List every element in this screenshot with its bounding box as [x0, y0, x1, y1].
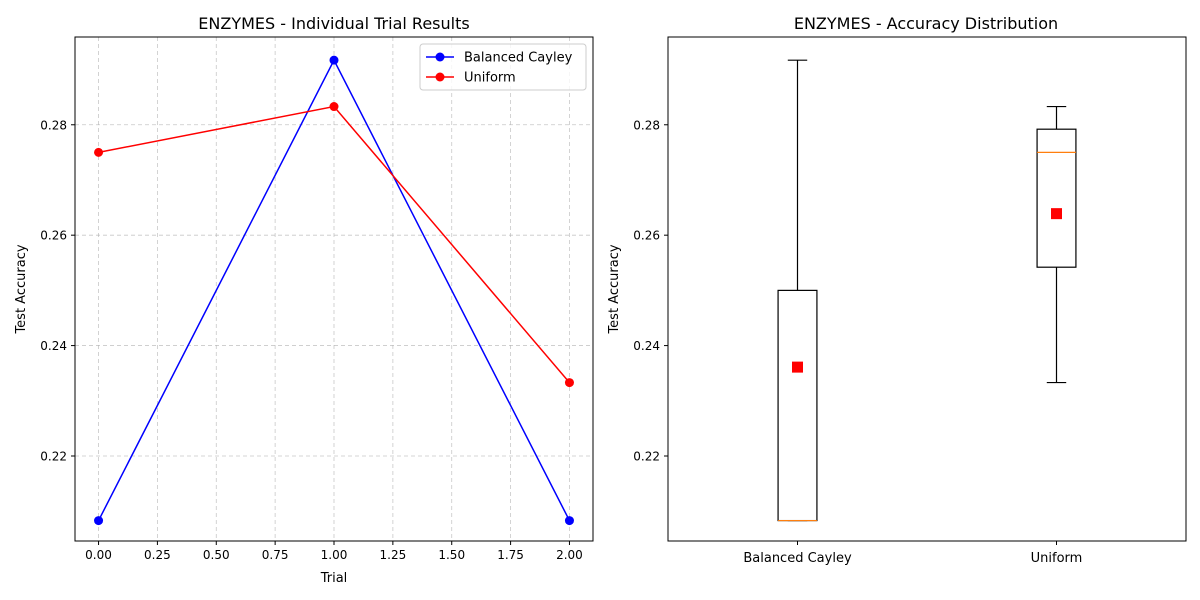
box-chart-y-ticks: 0.22 0.24 0.26 0.28	[633, 118, 668, 463]
data-point-uniform	[94, 147, 104, 157]
line-chart: ENZYMES - Individual Trial Results 0.00 0…	[14, 14, 594, 586]
box-chart-y-axis-label: Test Accuracy	[607, 244, 622, 334]
box-chart-y-tick-label: 0.24	[633, 339, 660, 353]
line-chart-x-ticks: 0.00 0.25 0.50 0.75 1.00 1.25 1.50 1.75 2.00	[85, 541, 583, 562]
data-point-balanced-cayley	[94, 516, 104, 526]
data-point-balanced-cayley	[564, 516, 574, 526]
line-chart-y-tick-label: 0.22	[40, 449, 67, 463]
box-chart-y-tick-label: 0.28	[633, 118, 660, 132]
line-chart-series	[94, 55, 574, 526]
legend-frame	[419, 43, 587, 91]
legend-label-uniform: Uniform	[464, 71, 516, 86]
box-chart-boxes	[777, 59, 1077, 522]
box-chart-x-tick-label-uniform: Uniform	[1031, 551, 1083, 566]
line-chart-x-axis-label: Trial	[320, 571, 348, 586]
line-chart-x-tick-label: 0.25	[144, 548, 171, 562]
line-chart-x-tick-label: 0.75	[262, 548, 289, 562]
legend-label-balanced-cayley: Balanced Cayley	[464, 51, 573, 66]
box-chart-title: ENZYMES - Accuracy Distribution	[794, 14, 1058, 33]
line-chart-x-tick-label: 2.00	[556, 548, 583, 562]
box-chart-x-tick-label-balanced-cayley: Balanced Cayley	[743, 551, 852, 566]
line-chart-y-tick-label: 0.24	[40, 339, 67, 353]
line-chart-y-ticks: 0.22 0.24 0.26 0.28	[40, 118, 75, 463]
line-chart-x-tick-label: 1.75	[497, 548, 524, 562]
mean-marker-balanced-cayley	[792, 361, 803, 373]
box-chart: ENZYMES - Accuracy Distribution Balanced…	[607, 14, 1187, 566]
line-chart-y-axis-label: Test Accuracy	[14, 244, 29, 334]
line-chart-x-tick-label: 1.50	[438, 548, 465, 562]
line-chart-x-tick-label: 1.25	[380, 548, 407, 562]
line-chart-x-tick-label: 0.00	[85, 548, 112, 562]
line-chart-x-tick-label: 1.00	[321, 548, 348, 562]
line-chart-legend: Balanced Cayley Uniform	[419, 43, 587, 91]
box-uniform	[1036, 128, 1077, 268]
line-chart-x-tick-label: 0.50	[203, 548, 230, 562]
line-chart-y-tick-label: 0.28	[40, 118, 67, 132]
data-point-balanced-cayley	[329, 55, 339, 65]
box-chart-x-ticks: Balanced Cayley Uniform	[743, 541, 1082, 566]
data-point-uniform	[329, 102, 339, 112]
box-chart-plot-frame	[667, 36, 1187, 542]
line-chart-grid	[75, 37, 593, 541]
mean-marker-uniform	[1051, 208, 1062, 220]
box-chart-y-tick-label: 0.22	[633, 449, 660, 463]
line-chart-title: ENZYMES - Individual Trial Results	[198, 14, 469, 33]
legend-marker-uniform	[435, 72, 445, 82]
box-chart-y-tick-label: 0.26	[633, 229, 660, 243]
line-chart-y-tick-label: 0.26	[40, 229, 67, 243]
legend-marker-balanced-cayley	[435, 52, 445, 62]
data-point-uniform	[564, 378, 574, 388]
